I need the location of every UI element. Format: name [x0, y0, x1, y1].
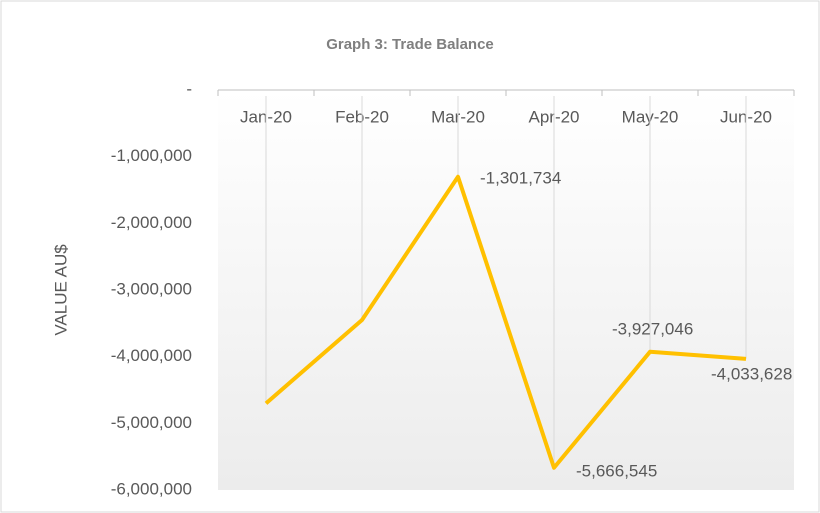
y-tick-label: -6,000,000	[111, 479, 192, 498]
y-tick-label: -4,000,000	[111, 346, 192, 365]
y-tick-label: -	[186, 79, 192, 98]
y-tick-label: -3,000,000	[111, 279, 192, 298]
chart-title: Graph 3: Trade Balance	[326, 36, 494, 53]
plot-area	[218, 90, 794, 490]
data-label: -4,033,628	[711, 364, 792, 383]
data-label: -3,927,046	[612, 319, 693, 338]
y-tick-label: -1,000,000	[111, 146, 192, 165]
data-label: -1,301,734	[480, 168, 561, 187]
y-tick-label: -5,000,000	[111, 413, 192, 432]
y-axis-label: VALUE AU$	[51, 244, 70, 336]
data-label: -5,666,545	[576, 461, 657, 480]
data-line	[264, 174, 747, 470]
y-tick-label: -2,000,000	[111, 213, 192, 232]
